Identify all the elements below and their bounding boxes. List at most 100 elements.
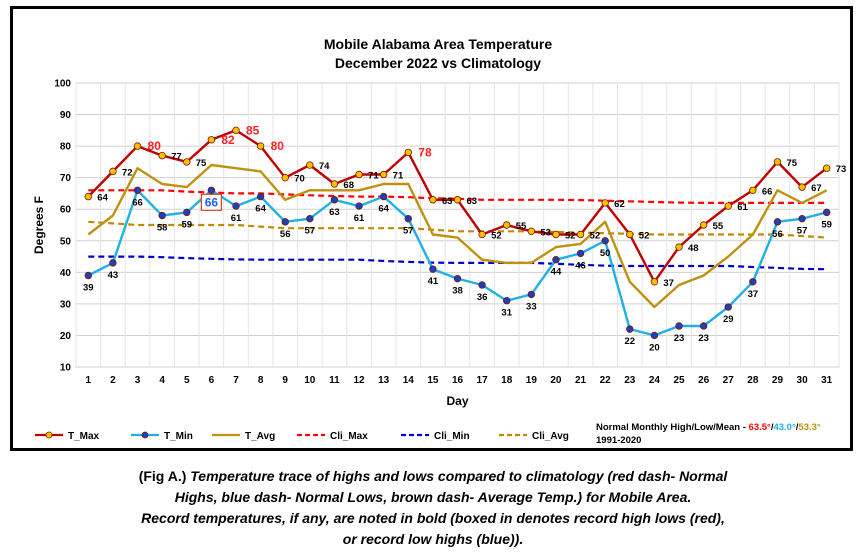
marker-t-max-day-27	[724, 202, 732, 210]
y-tick-label: 90	[60, 110, 72, 121]
data-label-t-max-day-30: 67	[811, 183, 822, 194]
figure-caption: (Fig A.) Temperature trace of highs and …	[0, 466, 866, 550]
marker-t-min-day-3	[133, 186, 142, 194]
data-label-t-max-day-1: 64	[97, 193, 108, 204]
marker-t-min-day-27	[724, 303, 732, 311]
x-tick-label: 2	[110, 375, 116, 386]
marker-t-max-day-30	[798, 183, 806, 191]
y-axis-label: Degrees F	[32, 196, 46, 254]
chart-title: Mobile Alabama Area Temperature	[324, 36, 552, 52]
x-tick-label: 21	[575, 375, 587, 386]
marker-t-max-day-22	[601, 199, 609, 207]
data-label-t-min-day-22: 50	[600, 248, 611, 259]
caption-fig-label: (Fig A.)	[138, 468, 191, 484]
x-tick-label: 7	[233, 375, 239, 386]
marker-t-min-day-9	[281, 218, 289, 226]
marker-t-min-day-16	[453, 274, 462, 283]
y-tick-label: 100	[54, 79, 71, 90]
x-tick-label: 5	[184, 375, 190, 386]
data-label-t-min-day-28: 37	[748, 289, 759, 300]
x-tick-label: 12	[353, 375, 365, 386]
y-tick-label: 70	[60, 173, 72, 184]
marker-t-max-day-24	[650, 278, 659, 286]
data-label-t-min-day-17: 36	[477, 292, 488, 303]
caption-line-2: Highs, blue dash- Normal Lows, brown das…	[174, 489, 692, 505]
data-label-t-min-day-27: 29	[723, 314, 734, 325]
record-box	[200, 193, 222, 211]
x-tick-label: 4	[159, 375, 165, 386]
data-label-t-max-day-26: 55	[713, 221, 724, 232]
marker-t-min-day-15	[429, 265, 437, 273]
marker-t-min-day-11	[330, 196, 339, 204]
marker-t-min-day-5	[183, 208, 191, 217]
marker-t-min-day-7	[232, 202, 240, 210]
data-label-t-min-day-13: 64	[378, 204, 389, 215]
data-label-t-max-day-5: 75	[196, 158, 207, 169]
record-label-t-max-day-7: 85	[246, 123, 260, 137]
marker-t-max-day-8	[256, 142, 265, 150]
x-tick-label: 8	[258, 375, 264, 386]
marker-t-max-day-7	[232, 126, 240, 135]
series-line-cli-avg	[88, 220, 827, 239]
marker-t-min-day-31	[822, 208, 831, 217]
x-tick-label: 17	[477, 375, 489, 386]
x-tick-label: 18	[501, 375, 513, 386]
marker-t-min-day-21	[576, 249, 585, 258]
caption-text-1: Temperature trace of highs and lows comp…	[190, 468, 728, 484]
x-tick-label: 1	[86, 375, 92, 386]
data-label-t-min-day-12: 61	[354, 213, 365, 224]
data-label-t-min-day-2: 43	[108, 270, 119, 281]
data-label-t-max-day-13: 71	[393, 171, 404, 182]
y-tick-label: 50	[60, 236, 72, 247]
data-label-t-max-day-24: 37	[663, 278, 674, 289]
legend-label-cli-min: Cli_Min	[434, 431, 470, 442]
data-label-t-max-day-29: 75	[786, 158, 797, 169]
data-label-t-max-day-16: 63	[467, 196, 478, 207]
marker-t-max-day-1	[84, 192, 93, 201]
marker-t-min-day-23	[626, 325, 634, 333]
y-tick-label: 20	[60, 331, 72, 342]
record-label-t-max-day-3: 80	[148, 139, 162, 153]
marker-t-max-day-6	[207, 136, 216, 144]
data-label-t-max-day-9: 70	[294, 174, 305, 185]
x-tick-label: 15	[427, 375, 439, 386]
marker-t-min-day-30	[798, 214, 806, 223]
marker-t-min-day-13	[379, 192, 388, 201]
marker-t-max-day-14	[404, 148, 412, 157]
x-tick-label: 20	[550, 375, 562, 386]
caption-line-1: (Fig A.) Temperature trace of highs and …	[0, 466, 866, 487]
data-label-t-max-day-19: 53	[540, 227, 551, 238]
marker-t-max-day-20	[552, 230, 560, 239]
data-label-t-min-day-30: 57	[797, 226, 808, 237]
x-tick-label: 29	[772, 375, 784, 386]
marker-t-min-day-28	[749, 278, 757, 286]
marker-t-max-day-26	[699, 221, 708, 229]
marker-t-min-day-29	[773, 218, 782, 226]
data-label-t-min-day-9: 56	[280, 229, 291, 240]
data-label-t-min-day-11: 63	[329, 207, 340, 218]
x-tick-label: 23	[624, 375, 636, 386]
marker-t-max-day-10	[306, 161, 314, 169]
series-line-cli-min	[88, 255, 827, 271]
x-tick-label: 22	[600, 375, 612, 386]
temperature-chart: Mobile Alabama Area Temperature December …	[32, 36, 846, 446]
data-label-t-min-day-18: 31	[501, 308, 512, 319]
data-label-t-max-day-27: 61	[737, 202, 748, 213]
normals-note-prefix: Normal Monthly High/Low/Mean -	[596, 422, 749, 433]
data-label-t-max-day-28: 66	[762, 186, 773, 197]
marker-t-max-day-13	[379, 170, 388, 179]
data-label-t-min-day-29: 56	[772, 229, 783, 240]
y-tick-label: 10	[60, 363, 72, 374]
data-label-t-max-day-15: 63	[442, 196, 453, 207]
data-label-t-max-day-20: 52	[565, 230, 576, 241]
chart-subtitle: December 2022 vs Climatology	[335, 55, 541, 71]
marker-t-min-day-17	[478, 281, 486, 289]
data-label-t-max-day-4: 77	[171, 152, 182, 163]
legend-marker-t-min	[141, 431, 149, 439]
marker-t-max-day-23	[626, 230, 634, 239]
marker-t-max-day-11	[330, 180, 339, 188]
marker-t-min-day-6	[207, 186, 216, 194]
record-label-t-max-day-8: 80	[271, 139, 285, 153]
data-label-t-min-day-1: 39	[83, 282, 94, 293]
data-label-t-min-day-8: 64	[255, 204, 266, 215]
